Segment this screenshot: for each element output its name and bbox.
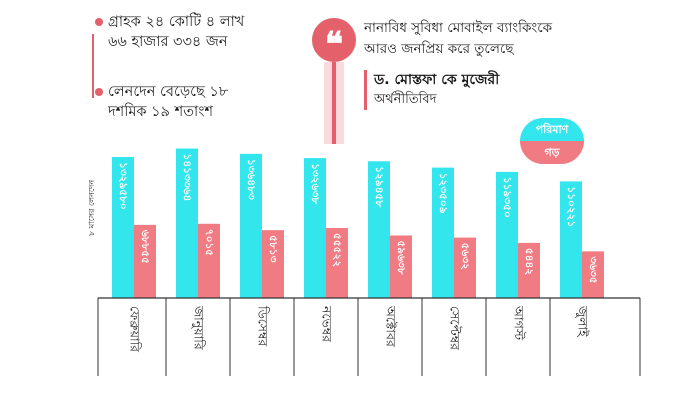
amount-data-label: ১২৩৫০৯ (437, 173, 449, 214)
x-tick-label: সেপ্টেম্বর (448, 306, 463, 351)
average-data-label: ৬৮৮৫৫ (139, 230, 151, 264)
average-bar (326, 228, 348, 298)
average-bar (134, 224, 156, 298)
average-data-label: ৫৬৩২ (459, 243, 471, 270)
amount-bar (432, 167, 454, 298)
bullet-dot-icon (95, 18, 103, 26)
amount-bar (176, 148, 198, 298)
fact-customers-line1: গ্রাহক ২৪ কোটি ৪ লাখ (108, 14, 245, 30)
fact-customers-line2: ৬৬ হাজার ৩৩৪ জন (108, 34, 228, 50)
average-data-label: ৭০১৫ (203, 229, 215, 256)
quote-mark-icon: ❝ (312, 18, 356, 65)
amount-bar (368, 161, 390, 298)
legend: পরিমাণ গড় (520, 118, 584, 164)
average-bar (262, 230, 284, 298)
amount-bar (304, 158, 326, 298)
average-bar (198, 223, 220, 298)
bullet-dot-icon (95, 88, 103, 96)
amount-bar (496, 171, 518, 298)
amount-bar (112, 157, 134, 298)
fact-transactions-line2: দশমিক ১৯ শতাংশ (108, 104, 214, 120)
average-bar (454, 237, 476, 298)
x-tick-label: নভেম্বর (320, 305, 335, 343)
x-tick-label: ডিসেম্বর (256, 305, 271, 347)
fact-transactions: লেনদেন বেড়েছে ১৮ দশমিক ১৯ শতাংশ (95, 82, 229, 122)
x-tick-label: ফেব্রুয়ারি (128, 306, 143, 353)
amount-data-label: ১৪১৩৩৬৪ (181, 154, 193, 202)
amount-data-label: ১৩৬৪৮৩ (245, 159, 257, 200)
average-data-label: ৫৮১৩ (267, 235, 279, 262)
amount-data-label: ১২৯৪৫৮ (373, 166, 385, 208)
x-tick-label: জানুয়ারি (191, 305, 207, 351)
quote-author: ড. মোস্তফা কে মুজেরী (374, 72, 500, 88)
average-bar (582, 251, 604, 298)
amount-data-label: ১৩২৯৫৮০ (117, 162, 129, 210)
x-tick-label: জুলাই (575, 305, 591, 338)
legend-average: গড় (520, 141, 584, 164)
quote-stem (332, 62, 336, 144)
y-axis-label: ৮ মাসের লেনদেন (87, 179, 96, 236)
average-data-label: ৫৫৫২২ (331, 233, 343, 267)
average-data-label: ৫৯৬৩৮ (395, 240, 407, 275)
amount-data-label: ১৩২৬৩৮ (309, 163, 321, 205)
quote-text: নানাবিধ সুবিধা মোবাইল ব্যাংকিংকে আরও জনপ… (364, 18, 664, 60)
author-accent-bar (364, 70, 367, 110)
fact-customers: গ্রাহক ২৪ কোটি ৪ লাখ ৬৬ হাজার ৩৩৪ জন (95, 12, 245, 52)
facts-connector-line (92, 34, 94, 98)
amount-data-label: ১১০২২১ (565, 186, 577, 227)
average-data-label: ৫৪৪২ (523, 248, 535, 275)
quote-line2: আরও জনপ্রিয় করে তুলেছে (364, 41, 514, 57)
average-bar (518, 242, 540, 298)
quote-author-title: অর্থনীতিবিদ (374, 92, 437, 107)
amount-data-label: ১১৯৩৫০ (501, 177, 513, 218)
average-data-label: ৩৬৩৫ (587, 256, 599, 283)
x-tick-label: অক্টোবর (384, 305, 399, 348)
amount-bar (560, 181, 582, 298)
amount-bar (240, 153, 262, 298)
x-tick-label: আগস্ট (512, 305, 527, 341)
fact-transactions-line1: লেনদেন বেড়েছে ১৮ (108, 84, 229, 100)
legend-amount: পরিমাণ (520, 118, 584, 141)
quote-line1: নানাবিধ সুবিধা মোবাইল ব্যাংকিংকে (364, 20, 553, 36)
average-bar (390, 235, 412, 298)
